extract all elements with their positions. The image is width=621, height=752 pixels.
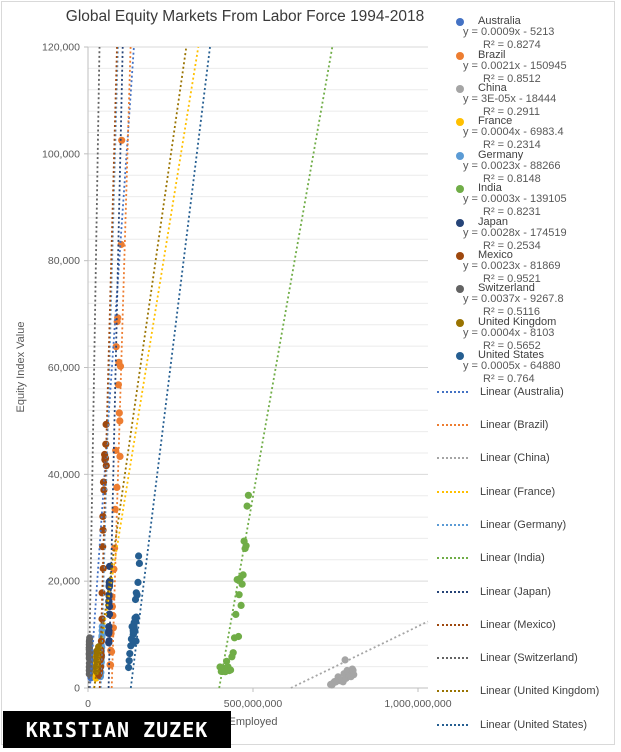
y-tick-label: 100,000 xyxy=(42,148,80,160)
x-tick-label: 0 xyxy=(85,698,91,710)
y-tick-label: 20,000 xyxy=(48,576,80,588)
point-india xyxy=(237,601,245,610)
x-tick-label: 1,000,000,000 xyxy=(384,698,451,710)
point-united-states xyxy=(125,657,133,665)
series-points-united-states xyxy=(125,552,143,672)
point-india xyxy=(227,666,235,674)
point-brazil xyxy=(115,409,123,417)
point-india xyxy=(239,571,247,579)
point-brazil xyxy=(116,362,125,370)
point-switzerland xyxy=(86,634,94,642)
point-switzerland xyxy=(85,648,94,656)
y-tick-label: 40,000 xyxy=(48,469,80,481)
series-points-china xyxy=(327,656,358,689)
point-switzerland xyxy=(86,639,94,647)
trendline-japan xyxy=(107,46,124,689)
trendline-brazil xyxy=(110,46,132,689)
point-united-states xyxy=(135,552,143,560)
point-brazil xyxy=(118,136,126,144)
y-tick-label: 60,000 xyxy=(48,362,80,374)
trendline-germany xyxy=(99,46,119,689)
trendline-switzerland xyxy=(87,46,101,689)
trendline-united-kingdom xyxy=(93,46,188,689)
point-united-states xyxy=(130,628,138,636)
point-japan xyxy=(105,623,113,631)
point-india xyxy=(229,649,237,657)
point-mexico xyxy=(99,564,107,573)
trendline-united-states xyxy=(129,46,211,689)
point-brazil xyxy=(116,452,124,460)
trendline-china xyxy=(290,620,429,689)
trendline-mexico xyxy=(98,46,118,689)
y-tick-label: 120,000 xyxy=(42,42,80,54)
point-china xyxy=(350,671,358,679)
point-united-states xyxy=(133,591,141,599)
chart-border xyxy=(1,1,615,745)
point-united-states xyxy=(125,663,133,672)
point-united-states xyxy=(131,614,139,622)
point-india xyxy=(235,591,243,599)
point-india xyxy=(243,502,251,510)
chart-title: Global Equity Markets From Labor Force 1… xyxy=(65,8,425,25)
x-tick-label: 500,000,000 xyxy=(224,698,283,710)
point-china xyxy=(341,656,349,664)
x-axis-title: Employed xyxy=(228,716,278,728)
series-points-united-kingdom xyxy=(92,643,103,676)
point-india xyxy=(244,491,252,499)
point-brazil xyxy=(113,483,121,491)
point-united-states xyxy=(135,559,143,568)
point-mexico xyxy=(99,512,107,521)
point-india xyxy=(234,632,243,641)
point-japan xyxy=(105,628,113,637)
point-united-states xyxy=(134,578,142,587)
series-points-india xyxy=(216,491,252,676)
point-united-states xyxy=(126,650,134,658)
y-axis-title: Equity Index Value xyxy=(15,321,27,413)
point-india xyxy=(238,580,246,588)
watermark: KRISTIAN ZUZEK xyxy=(3,711,231,748)
y-tick-label: 0 xyxy=(74,683,80,695)
point-india xyxy=(232,610,240,619)
y-tick-label: 80,000 xyxy=(48,255,80,267)
